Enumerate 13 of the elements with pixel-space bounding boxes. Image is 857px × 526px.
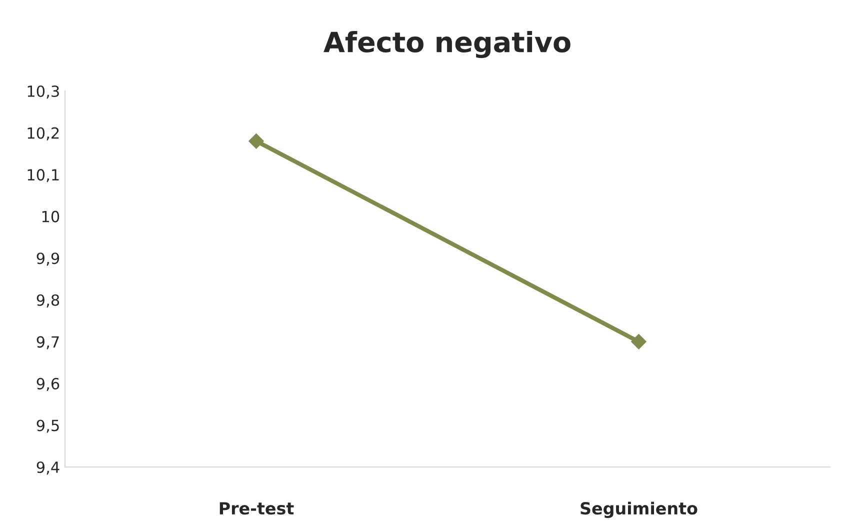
y-tick-label: 10,1 — [28, 169, 59, 182]
y-tick-label: 9,9 — [36, 252, 60, 266]
y-tick-label: 9,8 — [36, 294, 60, 308]
y-tick-label: 10,2 — [28, 127, 59, 140]
x-tick-label: Pre-test — [220, 502, 294, 515]
y-tick-label: 9,7 — [36, 336, 59, 350]
y-tick-label: 10,3 — [28, 85, 59, 99]
chart-title: Afecto negativo — [324, 31, 570, 58]
y-tick-label: 9,6 — [36, 378, 60, 392]
y-tick-label: 9,4 — [36, 461, 60, 475]
y-tick-label: 10 — [42, 210, 60, 222]
y-tick-label: 9,5 — [36, 420, 59, 433]
x-tick-label: Seguimiento — [580, 502, 698, 518]
